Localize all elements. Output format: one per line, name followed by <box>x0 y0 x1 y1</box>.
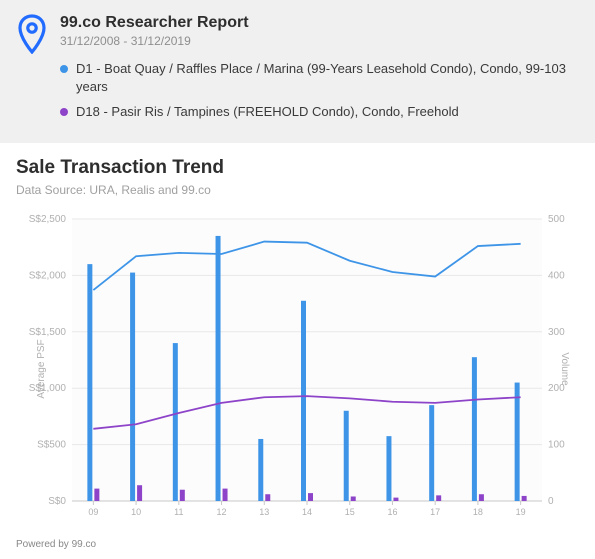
svg-text:300: 300 <box>548 326 565 337</box>
svg-text:10: 10 <box>131 507 141 517</box>
svg-text:13: 13 <box>259 507 269 517</box>
svg-text:S$1,000: S$1,000 <box>29 383 67 394</box>
svg-text:11: 11 <box>174 507 183 517</box>
svg-text:14: 14 <box>302 507 312 517</box>
legend-item: D18 - Pasir Ris / Tampines (FREEHOLD Con… <box>60 103 579 121</box>
chart-source: Data Source: URA, Realis and 99.co <box>16 183 579 197</box>
brand-logo-icon <box>16 14 48 46</box>
chart-section: Sale Transaction Trend Data Source: URA,… <box>0 143 595 535</box>
y-right-axis-label: Volume <box>559 352 570 385</box>
legend: D1 - Boat Quay / Raffles Place / Marina … <box>60 60 579 121</box>
legend-dot-icon <box>60 65 68 73</box>
header-top: 99.co Researcher Report 31/12/2008 - 31/… <box>16 14 579 48</box>
chart-canvas: Average PSF Volume S$0S$500S$1,000S$1,50… <box>16 209 579 529</box>
svg-text:100: 100 <box>548 439 565 450</box>
chart-title: Sale Transaction Trend <box>16 157 579 179</box>
svg-text:09: 09 <box>88 507 98 517</box>
footer-credit: Powered by 99.co <box>0 535 595 558</box>
svg-text:15: 15 <box>345 507 355 517</box>
legend-dot-icon <box>60 108 68 116</box>
svg-text:S$2,000: S$2,000 <box>29 270 67 281</box>
report-title: 99.co Researcher Report <box>60 14 579 32</box>
svg-text:S$1,500: S$1,500 <box>29 326 67 337</box>
report-header: 99.co Researcher Report 31/12/2008 - 31/… <box>0 0 595 143</box>
svg-text:500: 500 <box>548 214 565 225</box>
svg-text:16: 16 <box>387 507 397 517</box>
svg-text:19: 19 <box>516 507 526 517</box>
report-date-range: 31/12/2008 - 31/12/2019 <box>60 34 579 48</box>
svg-text:12: 12 <box>217 507 227 517</box>
svg-text:400: 400 <box>548 270 565 281</box>
svg-text:S$2,500: S$2,500 <box>29 214 67 225</box>
legend-label: D18 - Pasir Ris / Tampines (FREEHOLD Con… <box>76 103 459 121</box>
chart-svg: S$0S$500S$1,000S$1,500S$2,000S$2,5000100… <box>16 209 579 529</box>
svg-text:0: 0 <box>548 496 554 507</box>
svg-text:17: 17 <box>430 507 440 517</box>
svg-text:S$0: S$0 <box>48 496 66 507</box>
svg-text:S$500: S$500 <box>37 439 66 450</box>
legend-label: D1 - Boat Quay / Raffles Place / Marina … <box>76 60 579 95</box>
svg-text:18: 18 <box>473 507 483 517</box>
y-left-axis-label: Average PSF <box>36 339 47 398</box>
header-text: 99.co Researcher Report 31/12/2008 - 31/… <box>60 14 579 48</box>
legend-item: D1 - Boat Quay / Raffles Place / Marina … <box>60 60 579 95</box>
